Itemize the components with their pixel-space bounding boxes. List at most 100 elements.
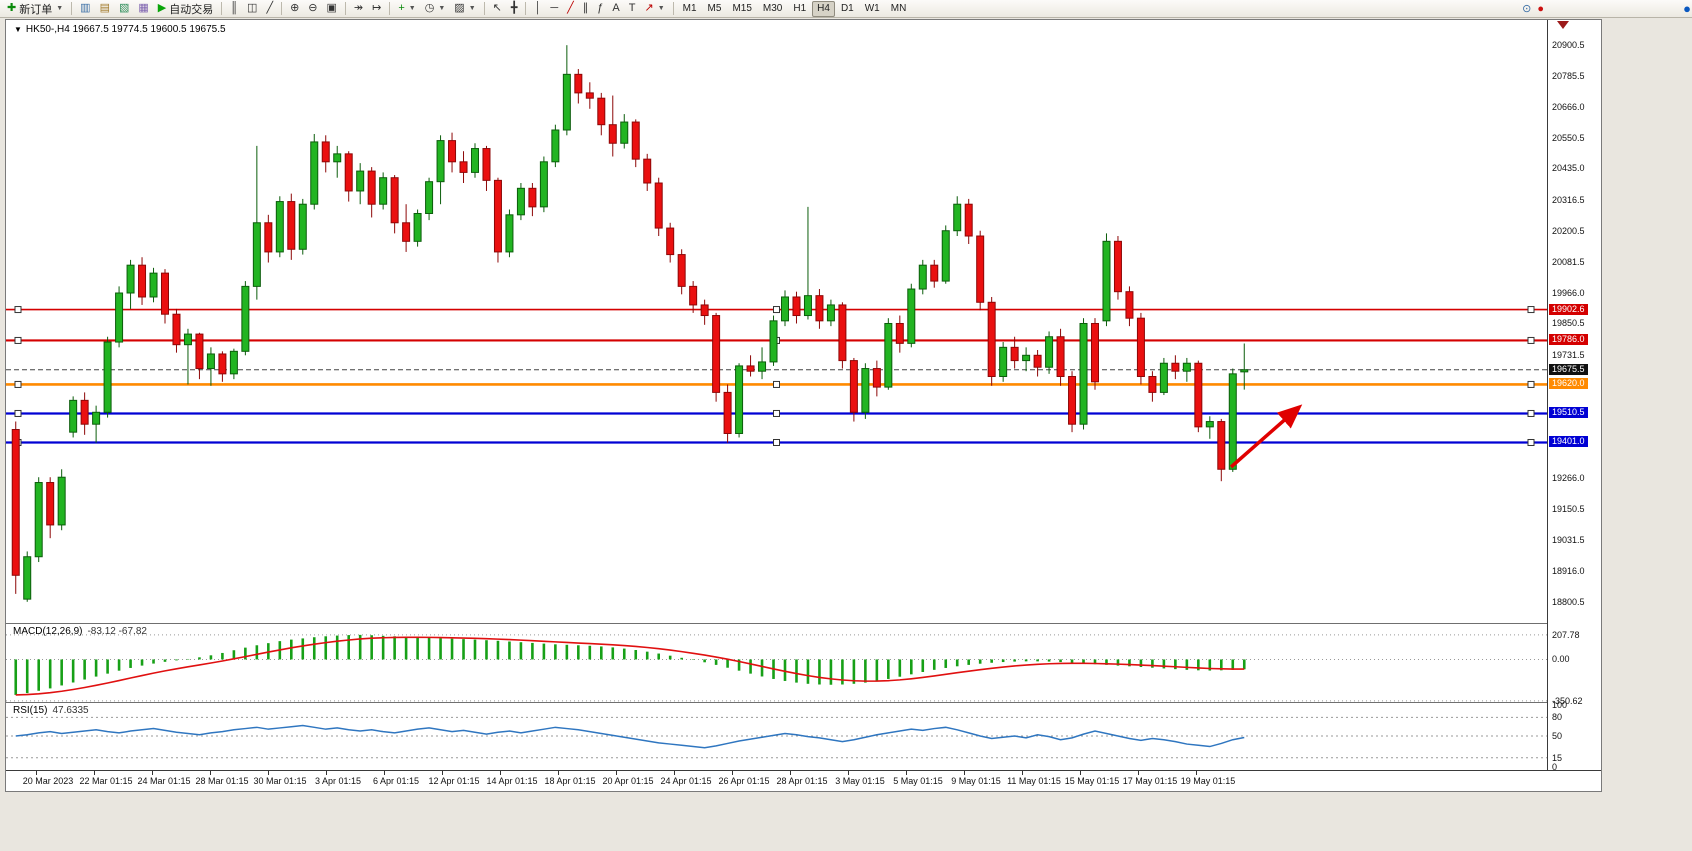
channel-icon[interactable]: ∥ — [579, 0, 593, 17]
candlestick-icon[interactable]: ◫ — [243, 0, 261, 17]
text-icon[interactable]: A — [608, 0, 623, 17]
arrows-icon[interactable]: ↗ ▼ — [640, 0, 668, 17]
candle — [1205, 421, 1214, 428]
timeframe-button-w1[interactable]: W1 — [864, 3, 880, 14]
macd-axis-label: 0.00 — [1552, 654, 1570, 665]
line-handle[interactable] — [1527, 306, 1535, 314]
zoom-out-icon: ⊖ — [308, 2, 318, 14]
zoom-in-icon[interactable]: ⊕ — [286, 0, 303, 17]
new-order-button: ✚ — [7, 2, 17, 14]
line-handle[interactable] — [773, 306, 780, 314]
candle — [1228, 373, 1237, 470]
market-watch-icon[interactable]: ▥ — [76, 0, 94, 17]
price-axis-label: 20900.5 — [1552, 40, 1585, 51]
line-handle[interactable] — [773, 409, 780, 417]
rsi-panel-divider[interactable] — [6, 702, 1601, 703]
ohlc-bars-icon[interactable]: ║ — [226, 0, 242, 17]
arrow-annotation[interactable] — [1229, 404, 1303, 469]
candle — [872, 368, 881, 388]
price-axis-label: 19031.5 — [1552, 535, 1585, 546]
time-axis-label: 28 Apr 01:15 — [776, 776, 828, 786]
one-click-trading-toggle[interactable]: ▼ — [14, 25, 22, 34]
line-handle[interactable] — [1527, 380, 1535, 388]
price-level-tag: 19675.5 — [1549, 363, 1588, 375]
app-icon[interactable]: ● — [1683, 1, 1691, 16]
macd-values: -83.12 -67.82 — [87, 626, 147, 637]
candle — [344, 153, 353, 192]
time-axis-label: 15 May 01:15 — [1064, 776, 1120, 786]
auto-scroll-icon[interactable]: ↠ — [350, 0, 367, 17]
tile-windows-icon[interactable]: ▣ — [323, 0, 341, 17]
time-tick — [1080, 771, 1081, 775]
price-axis-label: 20316.5 — [1552, 194, 1585, 205]
candle — [310, 141, 319, 205]
navigator-icon[interactable]: ▧ — [115, 0, 133, 17]
candle — [1136, 317, 1145, 377]
candle — [987, 301, 996, 377]
timeframe-button-m30[interactable]: M30 — [762, 3, 783, 14]
vertical-line-icon: │ — [534, 2, 542, 14]
line-handle[interactable] — [14, 380, 22, 388]
time-axis[interactable]: 20 Mar 2023 22 Mar 01:15 24 Mar 01:15 28 Ma… — [6, 770, 1601, 791]
chevron-down-icon: ▼ — [438, 5, 446, 12]
timeframe-button-d1[interactable]: D1 — [840, 3, 854, 14]
candle — [264, 222, 273, 253]
chart-shift-icon: ↦ — [372, 2, 382, 14]
time-axis-label: 28 Mar 01:15 — [195, 776, 249, 786]
price-axis-label: 20081.5 — [1552, 257, 1585, 268]
record-icon[interactable]: ● — [1537, 2, 1544, 15]
terminal-icon[interactable]: ▦ — [134, 0, 152, 17]
periods-icon[interactable]: ◷ ▼ — [421, 0, 450, 17]
time-axis-label: 20 Apr 01:15 — [602, 776, 654, 786]
data-window-icon[interactable]: ▤ — [96, 0, 114, 17]
search-icon[interactable]: ⊙ — [1522, 3, 1532, 15]
candle — [597, 97, 606, 126]
timeframe-button-mn[interactable]: MN — [890, 3, 907, 14]
candle — [183, 333, 192, 346]
horizontal-line-icon[interactable]: ─ — [546, 0, 562, 17]
line-handle[interactable] — [1527, 409, 1535, 417]
line-chart-icon: ╱ — [266, 2, 274, 14]
autotrading-button[interactable]: ▶ 自动交易 — [154, 0, 217, 17]
zoom-out-icon[interactable]: ⊖ — [304, 0, 321, 17]
macd-signal-line — [15, 636, 1245, 696]
time-axis-label: 12 Apr 01:15 — [428, 776, 480, 786]
line-handle[interactable] — [773, 438, 780, 446]
fibonacci-icon[interactable]: ƒ — [593, 0, 607, 17]
line-handle[interactable] — [14, 306, 22, 314]
indicators-icon[interactable]: + ▼ — [394, 0, 419, 17]
timeframe-button-m5[interactable]: M5 — [707, 3, 722, 14]
rsi-axis-label: 15 — [1552, 752, 1563, 763]
line-handle[interactable] — [1527, 438, 1535, 446]
cursor-icon[interactable]: ↖ — [489, 0, 506, 17]
chart-shift-marker[interactable] — [1557, 21, 1569, 29]
line-handle[interactable] — [14, 409, 22, 417]
line-handle[interactable] — [773, 380, 780, 388]
macd-panel-divider[interactable] — [6, 623, 1601, 624]
timeframe-button-m1[interactable]: M1 — [682, 3, 697, 14]
price-level-tag: 19902.6 — [1549, 303, 1588, 315]
crosshair-icon[interactable]: ╋ — [507, 0, 522, 17]
candle — [206, 353, 215, 370]
line-handle[interactable] — [1527, 336, 1535, 344]
candle — [723, 391, 732, 434]
new-order-button[interactable]: ✚ 新订单 ▼ — [3, 0, 67, 17]
candle — [539, 161, 548, 208]
templates-icon[interactable]: ▨ ▼ — [450, 0, 479, 17]
chart-shift-icon[interactable]: ↦ — [368, 0, 385, 17]
line-handle[interactable] — [14, 336, 22, 344]
price-axis[interactable]: 20900.5 20785.5 20666.0 20550.5 20435.0 20316… — [1547, 20, 1601, 772]
timeframe-button-h4[interactable]: H4 — [812, 0, 835, 17]
vertical-line-icon[interactable]: │ — [530, 0, 545, 17]
time-tick — [790, 771, 791, 775]
line-chart-icon[interactable]: ╱ — [262, 0, 277, 17]
trendline-icon[interactable]: ╱ — [563, 0, 578, 17]
timeframe-button-m15[interactable]: M15 — [732, 3, 752, 14]
time-tick — [442, 771, 443, 775]
rsi-axis-label: 100 — [1552, 700, 1568, 710]
timeframe-button-h1[interactable]: H1 — [793, 3, 807, 14]
text-label-icon[interactable]: T — [625, 0, 640, 17]
candle — [413, 212, 422, 242]
candle — [838, 304, 847, 362]
candle — [861, 368, 870, 413]
